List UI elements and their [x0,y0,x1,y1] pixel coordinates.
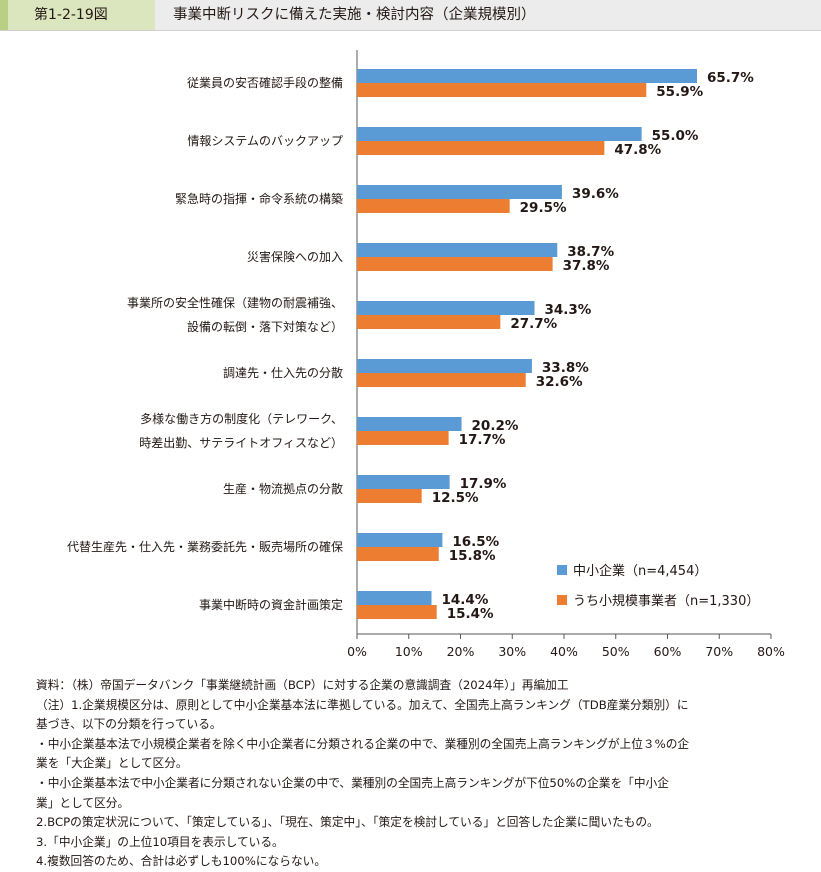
bar-small [357,83,647,97]
bar-small [357,431,449,445]
bar-small [357,141,605,155]
x-tick-label: 60% [654,644,682,659]
note-line: （注）1.企業規模区分は、原則として中小企業基本法に準拠している。加えて、全国売… [36,697,689,712]
bar-small [357,605,437,619]
bar-sme [357,533,443,547]
data-label: 55.9% [656,84,703,100]
note-line: 3.「中小企業」の上位10項目を表示している。 [36,834,284,849]
legend-label: 中小企業（n=4,454） [573,563,707,579]
x-tick-label: 70% [705,644,733,659]
data-label: 27.7% [510,316,557,332]
legend-swatch [557,565,567,575]
note-source: 資料：（株）帝国データバンク「事業継続計画（BCP）に対する企業の意識調査（20… [36,678,569,692]
data-label: 65.7% [707,70,754,86]
bar-small [357,257,553,271]
bar-sme [357,69,697,83]
bar-small [357,547,439,561]
category-label: 緊急時の指揮・命令系統の構築 [175,191,343,206]
x-tick-label: 20% [447,644,475,659]
data-label: 37.8% [563,258,610,274]
category-label: 設備の転倒・落下対策など） [187,319,343,334]
bar-sme [357,127,642,141]
category-label: 従業員の安否確認手段の整備 [187,75,343,90]
category-label: 代替生産先・仕入先・業務委託先・販売場所の確保 [67,539,343,554]
data-label: 17.9% [460,476,507,492]
bar-small [357,489,422,503]
data-label: 38.7% [567,244,614,260]
x-tick-label: 10% [395,644,423,659]
data-label: 15.4% [447,606,494,622]
data-label: 33.8% [542,360,589,376]
bar-small [357,373,526,387]
bar-sme [357,185,562,199]
bar-sme [357,475,450,489]
data-label: 20.2% [472,418,519,434]
x-tick-label: 50% [602,644,630,659]
x-tick-label: 0% [347,644,367,659]
note-line: 基づき、以下の分類を行っている。 [36,717,222,732]
bar-small [357,199,510,213]
bar-chart: 0% 10% 20% 30% 40% 50% 60% 70% 80% 従業員の安否確認手段の整備 6… [67,50,785,659]
data-label: 34.3% [545,302,592,318]
figure-header: 第1-2-19図 事業中断リスクに備えた実施・検討内容（企業規模別） [0,0,821,31]
category-label: 事業所の安全性確保（建物の耐震補強、 [127,295,343,310]
bar-sme [357,301,535,315]
figure-title: 事業中断リスクに備えた実施・検討内容（企業規模別） [173,7,536,23]
bar-sme [357,417,462,431]
data-label: 14.4% [442,592,489,608]
data-label: 29.5% [520,200,567,216]
note-line: 業」として区分。 [36,795,130,810]
category-label: 情報システムのバックアップ [187,134,343,148]
note-line: 4.複数回答のため、合計は必ずしも100%にならない。 [36,854,327,869]
bar-sme [357,591,432,605]
x-tick-label: 40% [550,644,578,659]
category-label: 事業中断時の資金計画策定 [199,597,343,612]
data-label: 16.5% [452,534,499,550]
x-tick-label: 30% [498,644,526,659]
data-label: 55.0% [652,128,699,144]
category-label: 時差出勤、サテライトオフィスなど） [139,436,343,450]
bar-sme [357,359,532,373]
data-label: 39.6% [572,186,619,202]
x-tick-label: 80% [757,644,785,659]
bar-small [357,315,501,329]
notes: 資料：（株）帝国データバンク「事業継続計画（BCP）に対する企業の意識調査（20… [36,676,796,872]
category-label: 生産・物流拠点の分散 [223,481,343,496]
data-label: 32.6% [536,374,583,390]
data-label: 47.8% [614,142,661,158]
data-label: 12.5% [432,490,479,506]
category-label: 調達先・仕入先の分散 [223,365,343,380]
data-label: 15.8% [449,548,496,564]
note-line: 業を「大企業」として区分。 [36,756,188,771]
legend-swatch [557,595,567,605]
legend-label: うち小規模事業者（n=1,330） [573,593,759,609]
category-label: 多様な働き方の制度化（テレワーク、 [140,411,343,426]
bar-sme [357,243,558,257]
data-label: 17.7% [459,432,506,448]
note-line: ・中小企業基本法で小規模企業者を除く中小企業者に分類される企業の中で、業種別の全… [36,736,690,751]
note-line: 2.BCPの策定状況について、「策定している」、「現在、策定中」、「策定を検討し… [36,815,659,830]
note-line: ・中小企業基本法で中小企業者に分類されない企業の中で、業種別の全国売上高ランキン… [36,775,669,790]
figure-number: 第1-2-19図 [0,0,155,30]
category-label: 災害保険への加入 [247,249,343,264]
